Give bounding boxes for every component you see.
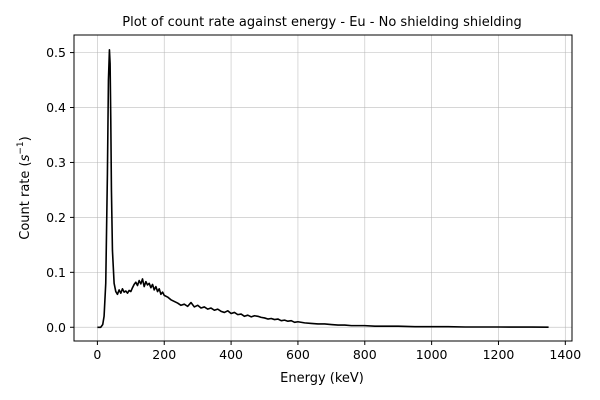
y-tick-label: 0.2: [46, 210, 66, 225]
spectrum-line: [97, 49, 549, 329]
y-tick-label: 0.1: [46, 265, 66, 280]
y-tick-label: 0.3: [46, 155, 66, 170]
x-tick-label: 1000: [416, 347, 448, 362]
grid-lines: [74, 35, 572, 341]
y-axis-label-exponent: −1: [16, 141, 26, 154]
y-tick-label: 0.4: [46, 100, 66, 115]
y-tick-label: 0.5: [46, 45, 66, 60]
x-tick-label: 1400: [549, 347, 581, 362]
x-tick-label: 600: [286, 347, 310, 362]
y-axis-label-prefix: Count rate (: [18, 161, 33, 239]
y-axis-label-suffix: ): [18, 136, 33, 141]
x-tick-label: 800: [353, 347, 377, 362]
axis-ticks: 0 200 400 600 800 1000 1200 1400 0.0 0.1 0.2 0.3 0.4…: [46, 45, 581, 362]
x-tick-label: 1200: [483, 347, 515, 362]
y-tick-label: 0.0: [46, 320, 66, 335]
x-tick-label: 0: [93, 347, 101, 362]
chart-title: Plot of count rate against energy - Eu -…: [122, 15, 521, 30]
y-axis-label-base: s: [18, 154, 33, 161]
plot-frame: [73, 34, 573, 342]
data-layer: [97, 49, 549, 329]
x-tick-label: 400: [219, 347, 243, 362]
y-axis-label: Count rate (s−1): [16, 136, 33, 240]
x-axis-label: Energy (keV): [280, 371, 364, 386]
x-tick-label: 200: [152, 347, 176, 362]
